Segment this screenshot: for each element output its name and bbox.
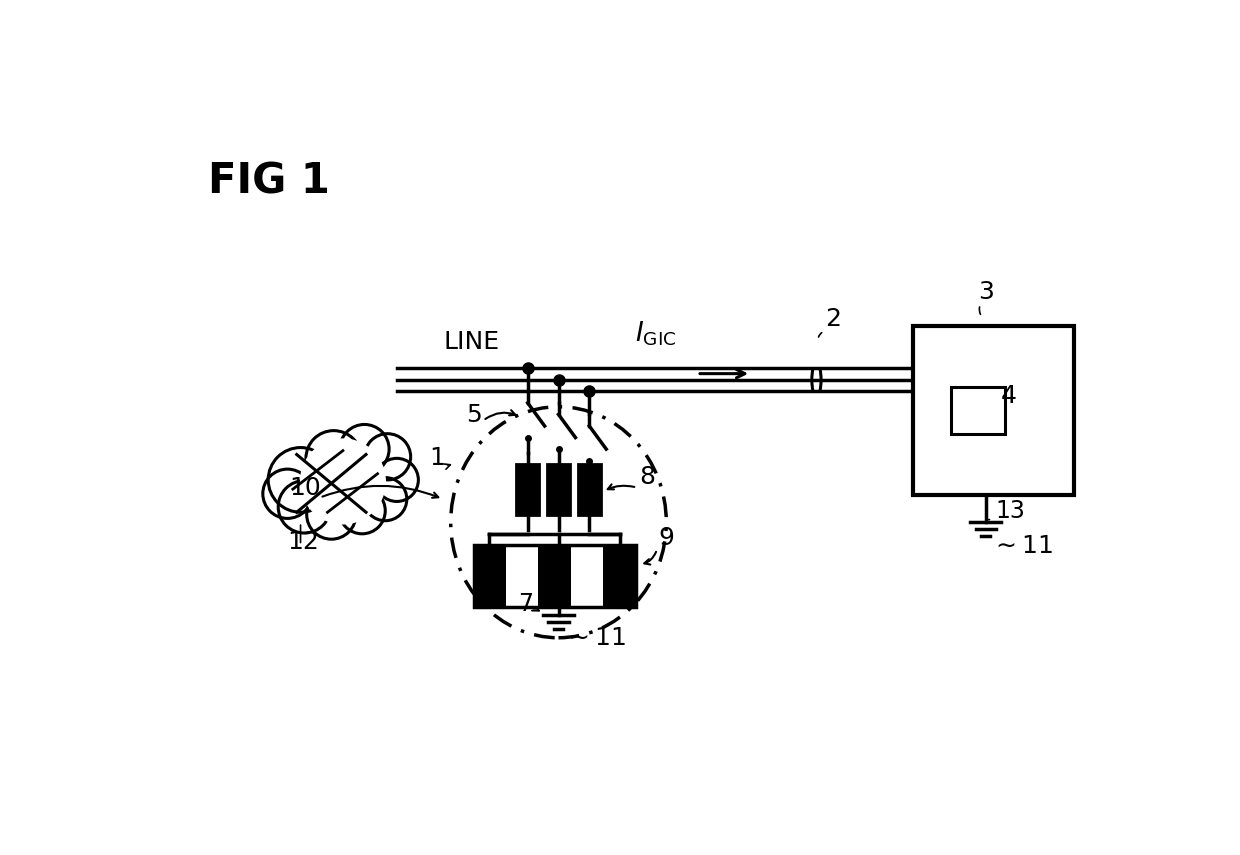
Text: 10: 10 — [289, 476, 321, 500]
Circle shape — [300, 439, 386, 524]
Circle shape — [339, 487, 386, 534]
Text: 3: 3 — [978, 280, 994, 304]
Bar — [474, 545, 635, 607]
Text: $I_{\mathrm{GIC}}$: $I_{\mathrm{GIC}}$ — [635, 319, 677, 348]
Bar — [506, 545, 538, 607]
Bar — [547, 464, 570, 515]
Bar — [578, 464, 601, 515]
Bar — [474, 545, 635, 607]
Bar — [538, 545, 570, 607]
Circle shape — [268, 447, 332, 512]
Bar — [516, 464, 539, 515]
Circle shape — [340, 424, 389, 474]
Bar — [474, 545, 506, 607]
Text: 9: 9 — [658, 527, 675, 551]
Bar — [913, 326, 1074, 495]
Circle shape — [278, 481, 331, 533]
Circle shape — [376, 458, 418, 502]
Text: 2: 2 — [825, 307, 841, 331]
Bar — [951, 387, 1006, 433]
Text: 7: 7 — [518, 592, 533, 616]
Text: FIG 1: FIG 1 — [208, 161, 330, 203]
Text: 13: 13 — [994, 499, 1025, 523]
Text: 5: 5 — [466, 404, 482, 428]
Text: 1: 1 — [429, 445, 445, 469]
Circle shape — [363, 478, 407, 521]
Text: LINE: LINE — [443, 330, 500, 354]
Circle shape — [306, 490, 356, 540]
Text: $\sim$11: $\sim$11 — [564, 627, 626, 651]
Circle shape — [263, 469, 312, 518]
Circle shape — [365, 433, 410, 480]
Bar — [570, 545, 603, 607]
Text: $\sim$11: $\sim$11 — [991, 534, 1054, 558]
Text: 4: 4 — [1001, 384, 1017, 408]
Text: 8: 8 — [640, 465, 656, 489]
Circle shape — [306, 431, 361, 486]
Bar — [603, 545, 635, 607]
Text: 12: 12 — [288, 530, 320, 554]
